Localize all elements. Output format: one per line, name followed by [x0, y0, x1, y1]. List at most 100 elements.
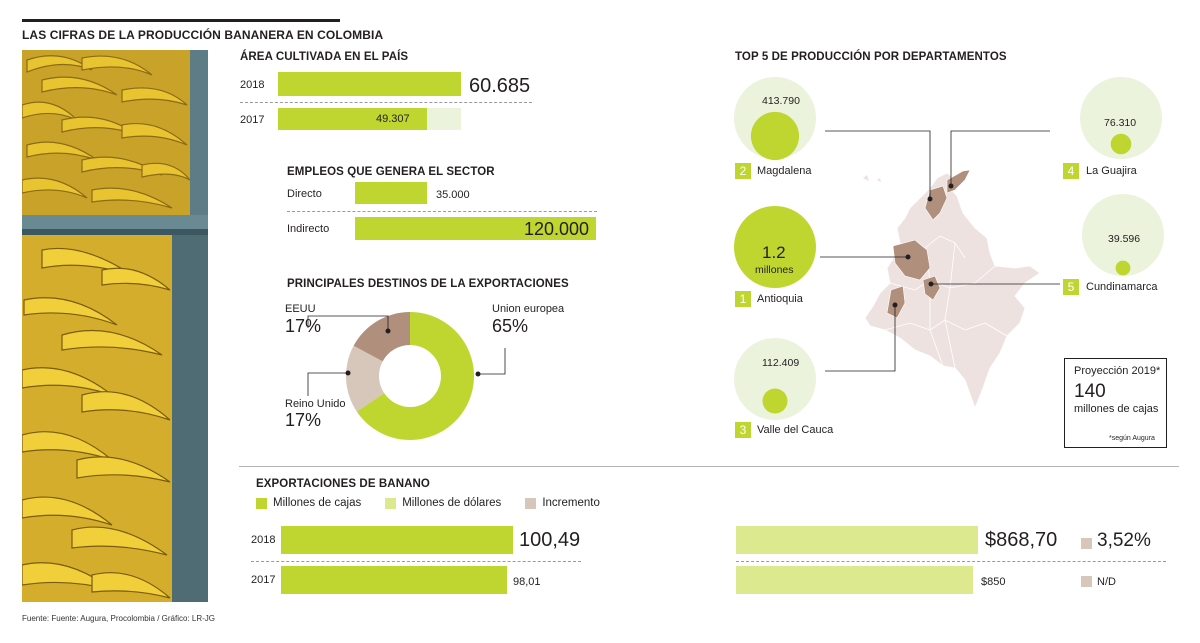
rank-box-antioquia: 1 — [735, 291, 751, 307]
exports-boxes-value-2017: 98,01 — [513, 576, 541, 588]
rank-box-la-guajira: 4 — [1063, 163, 1079, 179]
legend-swatch-increase — [525, 497, 537, 509]
leader-line-uk — [307, 372, 348, 396]
destinations-title: PRINCIPALES DESTINOS DE LA EXPORTACIONES — [287, 278, 569, 290]
area-title: ÁREA CULTIVADA EN EL PAÍS — [240, 51, 409, 63]
employment-bar-direct — [355, 182, 427, 204]
legend-swatch-usd — [385, 497, 397, 509]
map-antioquia — [892, 239, 931, 281]
increase-marker-2018 — [1081, 538, 1092, 549]
employment-label-direct: Directo — [287, 188, 322, 200]
dot-cundinamarca — [928, 281, 934, 287]
slice-union-europea — [356, 312, 474, 440]
legend-boxes: Millones de cajas — [256, 497, 361, 509]
legend-swatch-boxes — [256, 497, 267, 509]
top5-value-antioquia: 1.2 — [762, 243, 786, 262]
exports-usd-value-2018: $868,70 — [985, 529, 1058, 551]
leader-magdalena — [825, 130, 931, 199]
leader-line-us — [307, 315, 389, 331]
projection-value: 140 — [1074, 381, 1106, 402]
top5-unit-antioquia: millones — [755, 264, 794, 276]
title-rule — [22, 19, 340, 22]
legend-usd: Millones de dólares — [385, 497, 501, 509]
leader-dot-ue — [475, 371, 481, 377]
colombia-map — [734, 77, 1164, 420]
dot-antioquia — [905, 254, 911, 260]
bubble-antioquia — [734, 206, 816, 288]
top5-name-valle: Valle del Cauca — [757, 424, 834, 436]
page-title: LAS CIFRAS DE LA PRODUCCIÓN BANANERA EN … — [22, 28, 384, 42]
bubble-valle — [762, 388, 788, 414]
top5-name-cundinamarca: Cundinamarca — [1086, 281, 1158, 293]
exports-legend: Millones de cajas Millones de dólares In… — [256, 497, 624, 509]
rank-box-cundinamarca: 5 — [1063, 279, 1079, 295]
legend-label-increase: Incremento — [542, 497, 600, 509]
area-divider — [240, 102, 532, 103]
top5-value-la-guajira: 76.310 — [1104, 117, 1137, 129]
slice-eeuu — [346, 345, 385, 412]
leader-dot-uk — [345, 370, 351, 376]
map-valle-del-cauca — [886, 285, 906, 319]
map-magdalena — [924, 185, 948, 221]
top5-title: TOP 5 DE PRODUCCIÓN POR DEPARTAMENTOS — [735, 51, 1007, 63]
exports-usd-bar-2017 — [736, 566, 973, 594]
map-cundinamarca — [922, 275, 941, 301]
slice-reino-unido — [353, 312, 410, 362]
dot-magdalena — [927, 196, 933, 202]
destination-label-uk: Reino Unido — [285, 398, 346, 410]
destination-label-ue: Union europea — [492, 303, 565, 315]
map-la-guajira — [946, 169, 971, 194]
bubble-bg-la-guajira — [1080, 77, 1162, 159]
employment-value-direct: 35.000 — [436, 189, 470, 201]
destination-value-us: 17% — [285, 316, 322, 336]
dot-valle — [892, 302, 898, 308]
exports-increase-2017: N/D — [1097, 576, 1116, 588]
destination-value-uk: 17% — [285, 410, 322, 430]
exports-usd-value-2017: $850 — [981, 576, 1006, 588]
leader-la-guajira — [950, 130, 1050, 186]
top5-name-magdalena: Magdalena — [757, 165, 812, 177]
leader-dot-us — [385, 328, 391, 334]
projection-box: Proyección 2019* 140 millones de cajas *… — [1064, 358, 1167, 448]
exports-divider-right — [736, 561, 1166, 562]
area-bar-2017 — [278, 108, 427, 130]
dot-la-guajira — [948, 183, 954, 189]
employment-bar-indirect — [355, 217, 596, 240]
top5-name-la-guajira: La Guajira — [1086, 165, 1137, 177]
rank-box-magdalena: 2 — [735, 163, 751, 179]
bubble-bg-cundinamarca — [1082, 194, 1164, 276]
bubble-bg-valle — [734, 338, 816, 420]
source-note: Fuente: Fuente: Augura, Procolombia / Gr… — [22, 614, 215, 623]
employment-value-indirect: 120.000 — [524, 219, 590, 239]
area-value-2018: 60.685 — [469, 75, 531, 97]
destinations-donut — [307, 312, 506, 440]
banana-photo — [22, 50, 208, 602]
bubble-magdalena — [750, 111, 800, 161]
employment-title: EMPLEOS QUE GENERA EL SECTOR — [287, 166, 495, 178]
top5-value-valle: 112.409 — [762, 357, 800, 369]
destination-value-ue: 65% — [492, 316, 529, 336]
legend-label-boxes: Millones de cajas — [273, 497, 362, 509]
destination-label-us: EEUU — [285, 303, 316, 315]
area-bar-2018 — [278, 72, 461, 96]
top5-value-magdalena: 413.790 — [762, 95, 800, 107]
exports-boxes-value-2018: 100,49 — [519, 529, 581, 551]
exports-boxes-bar-2017 — [281, 566, 508, 594]
bubble-la-guajira — [1110, 133, 1132, 155]
increase-marker-2017 — [1081, 576, 1092, 587]
area-value-2017: 49.307 — [376, 113, 410, 125]
exports-divider-left — [251, 561, 581, 562]
area-year-2018: 2018 — [240, 79, 265, 91]
projection-note: *según Augura — [1109, 435, 1155, 442]
top5-value-cundinamarca: 39.596 — [1108, 233, 1141, 245]
section-divider — [239, 466, 1179, 467]
employment-label-indirect: Indirecto — [287, 223, 330, 235]
bubble-cundinamarca — [1115, 260, 1131, 276]
rank-box-valle: 3 — [735, 422, 751, 438]
legend-label-usd: Millones de dólares — [402, 497, 502, 509]
leader-valle — [825, 305, 896, 372]
exports-title: EXPORTACIONES DE BANANO — [256, 478, 430, 490]
area-year-2017: 2017 — [240, 114, 265, 126]
leader-line-ue — [478, 348, 506, 375]
exports-year-2017: 2017 — [251, 574, 276, 586]
